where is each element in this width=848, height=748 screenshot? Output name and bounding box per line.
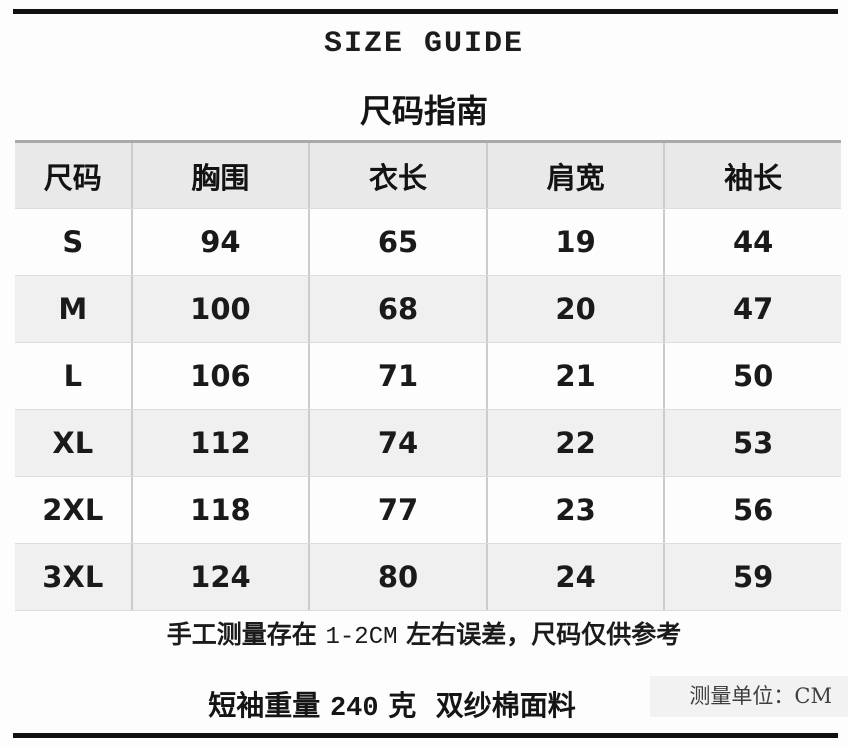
page-title: SIZE GUIDE xyxy=(323,27,525,61)
cell-shoulder: 22 xyxy=(485,410,664,476)
cell-sleeve: 59 xyxy=(663,544,841,610)
material-text-suffix: 克 双纱棉面料 xyxy=(378,689,576,722)
cell-chest: 100 xyxy=(130,276,309,342)
cell-sleeve: 47 xyxy=(663,276,841,342)
note-text-prefix: 手工测量存在 xyxy=(166,620,326,649)
measurement-unit-label: 测量单位：CM xyxy=(650,676,848,717)
cell-sleeve: 53 xyxy=(663,410,841,476)
cell-shoulder: 24 xyxy=(485,544,664,610)
column-header-sleeve: 袖长 xyxy=(663,143,841,208)
cell-chest: 124 xyxy=(130,544,309,610)
cell-shoulder: 21 xyxy=(485,343,664,409)
cell-chest: 118 xyxy=(130,477,309,543)
cell-length: 77 xyxy=(308,477,486,543)
top-divider-rule xyxy=(13,9,838,14)
table-row: 3XL 124 80 24 59 xyxy=(15,544,841,611)
cell-size: S xyxy=(62,225,84,259)
cell-size: XL xyxy=(52,426,94,460)
material-text-prefix: 短袖重量 xyxy=(208,689,330,722)
cell-sleeve: 50 xyxy=(663,343,841,409)
column-header-length: 衣长 xyxy=(308,143,486,208)
cell-length: 80 xyxy=(308,544,486,610)
cell-shoulder: 23 xyxy=(485,477,664,543)
cell-size: L xyxy=(63,359,83,393)
table-row: XL 112 74 22 53 xyxy=(15,410,841,477)
column-header-shoulder: 肩宽 xyxy=(485,143,664,208)
note-tolerance-range: 1-2CM xyxy=(325,624,398,651)
measurement-tolerance-note: 手工测量存在 1-2CM 左右误差，尺码仅供参考 xyxy=(0,615,848,651)
bottom-divider-rule xyxy=(13,733,838,738)
table-row: L 106 71 21 50 xyxy=(15,343,841,410)
fabric-weight-note: 短袖重量 240 克 双纱棉面料 xyxy=(0,684,784,724)
column-header-chest: 胸围 xyxy=(130,143,309,208)
cell-chest: 106 xyxy=(130,343,309,409)
table-row: 2XL 118 77 23 56 xyxy=(15,477,841,544)
cell-length: 71 xyxy=(308,343,486,409)
cell-length: 74 xyxy=(308,410,486,476)
cell-size: M xyxy=(58,292,88,326)
cell-chest: 112 xyxy=(130,410,309,476)
material-weight-value: 240 xyxy=(329,694,379,724)
note-text-suffix: 左右误差，尺码仅供参考 xyxy=(397,620,682,649)
table-row: M 100 68 20 47 xyxy=(15,276,841,343)
cell-length: 68 xyxy=(308,276,486,342)
cell-size: 2XL xyxy=(42,493,104,527)
table-header-row: 尺码 胸围 衣长 肩宽 袖长 xyxy=(15,143,841,209)
cell-chest: 94 xyxy=(130,209,309,275)
cell-sleeve: 56 xyxy=(663,477,841,543)
cell-length: 65 xyxy=(308,209,486,275)
table-row: S 94 65 19 44 xyxy=(15,209,841,276)
column-header-size: 尺码 xyxy=(43,160,102,195)
size-table: 尺码 胸围 衣长 肩宽 袖长 S 94 65 19 44 M 100 68 20… xyxy=(15,140,841,611)
page-subtitle: 尺码指南 xyxy=(359,92,488,130)
cell-shoulder: 20 xyxy=(485,276,664,342)
cell-shoulder: 19 xyxy=(485,209,664,275)
cell-size: 3XL xyxy=(42,560,104,594)
cell-sleeve: 44 xyxy=(663,209,841,275)
